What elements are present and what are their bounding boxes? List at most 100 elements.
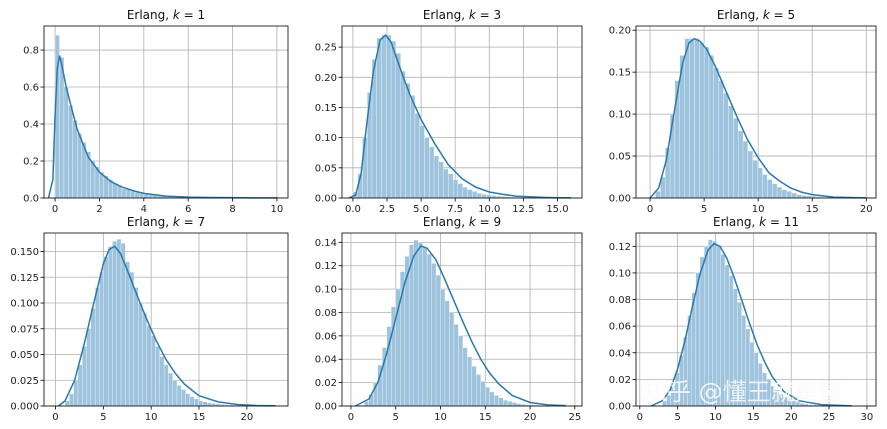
x-tick-label: 10 [752, 204, 765, 215]
histogram-bar [181, 389, 186, 407]
histogram-bar [791, 192, 797, 199]
histogram-bar [462, 347, 468, 407]
x-tick-label: 20 [860, 204, 873, 215]
histogram-bar [674, 80, 680, 199]
histogram-bar [417, 242, 423, 407]
histogram-bar [481, 194, 487, 199]
y-tick-label: 0.10 [315, 285, 337, 296]
histogram-bar [159, 356, 165, 407]
kde-curve [348, 33, 572, 199]
title-value: = 9 [476, 215, 501, 229]
histogram-bar [684, 38, 690, 199]
histogram-bar [728, 105, 734, 199]
histogram-bar [511, 402, 517, 407]
histogram-bar [426, 253, 432, 407]
x-tick-label: 0 [52, 204, 58, 215]
histogram-bar [453, 324, 459, 407]
title-variable: k [469, 8, 477, 22]
histogram-bar [95, 287, 100, 407]
title-prefix: Erlang, [127, 215, 173, 229]
histogram-bar [440, 288, 446, 407]
histogram-bar [86, 328, 92, 407]
histogram-bar [449, 312, 455, 407]
y-tick-label: 0.10 [609, 268, 631, 279]
histogram-bar [176, 385, 182, 407]
histogram-bar [189, 396, 195, 407]
histogram-bar [718, 80, 724, 199]
title-prefix: Erlang, [423, 8, 469, 22]
histogram-bar [99, 271, 104, 407]
histogram-bar [395, 53, 401, 199]
histogram-bar [125, 261, 130, 407]
histogram-bar [467, 189, 473, 199]
histogram-bar [723, 92, 729, 199]
kde-curve [47, 55, 277, 199]
histogram-bar [498, 397, 504, 407]
kde-curve [650, 242, 852, 407]
histogram-bar [786, 191, 792, 199]
subplot-title: Erlang, k = 3 [423, 8, 501, 22]
histogram-bar [694, 38, 700, 199]
histogram-bar [486, 194, 492, 199]
x-tick-label: 2 [96, 204, 102, 215]
watermark-text: 知乎 @懂王就是懂 [643, 378, 843, 406]
y-tick-label: 0.150 [10, 247, 39, 258]
x-tick-label: 30 [861, 412, 874, 423]
x-tick-label: 20 [524, 412, 537, 423]
x-tick-label: 5 [674, 412, 680, 423]
y-tick-label: 0.00 [609, 194, 631, 205]
histogram-bar [485, 387, 490, 407]
title-prefix: Erlang, [713, 215, 759, 229]
subplot-title: Erlang, k = 11 [713, 215, 799, 229]
x-tick-label: 8 [229, 204, 235, 215]
x-tick-label: 7.5 [447, 204, 463, 215]
y-tick-label: 0.04 [315, 355, 337, 366]
title-prefix: Erlang, [423, 215, 469, 229]
y-tick-label: 0.00 [315, 194, 337, 205]
histogram-bar [489, 391, 495, 407]
histogram-bar [390, 40, 397, 199]
histogram-bar [458, 335, 464, 407]
title-prefix: Erlang, [717, 8, 763, 22]
kde-curve [57, 245, 276, 407]
y-tick-label: 0.12 [315, 261, 337, 272]
histogram-bar [77, 364, 83, 407]
x-tick-label: 10 [271, 204, 284, 215]
histogram-bar [438, 161, 444, 199]
histogram-bar [103, 256, 109, 407]
y-tick-label: 0.08 [609, 295, 631, 306]
histogram-bar [107, 246, 113, 407]
kde-curve [355, 244, 566, 407]
subplot-k11: 0 5 10 15 20 25 30 0.00 0.02 0.04 0.06 0.08 0.10 0.12… [609, 215, 877, 423]
histogram-bar [699, 42, 705, 199]
histogram-bar [364, 401, 370, 407]
histogram-bar [776, 186, 783, 199]
axes-frame [43, 25, 289, 199]
histogram-bar [443, 168, 449, 199]
histogram-bar [742, 140, 749, 199]
histogram-bar [72, 120, 78, 199]
x-tick-label: 5 [100, 412, 106, 423]
histogram-bar [747, 150, 753, 199]
axes-frame [341, 25, 583, 199]
title-variable: k [759, 215, 767, 229]
histogram-bar [59, 57, 65, 199]
title-variable: k [173, 215, 181, 229]
histogram-bar [386, 34, 392, 199]
x-tick-label: 12.5 [512, 204, 534, 215]
histogram-bar [480, 381, 486, 407]
histogram-bar [112, 183, 118, 199]
title-value: = 3 [476, 8, 501, 22]
histogram-bar [148, 194, 153, 199]
y-tick-label: 0.100 [10, 299, 39, 310]
histogram-bar [151, 335, 156, 407]
histogram-bar [138, 302, 143, 407]
y-tick-label: 0.08 [315, 308, 337, 319]
x-tick-label: 0 [647, 204, 653, 215]
histogram-bar [431, 263, 437, 407]
histogram-bar [63, 86, 69, 199]
histogram-bar [413, 239, 419, 407]
title-value: = 5 [770, 8, 795, 22]
subplot-title: Erlang, k = 9 [423, 215, 501, 229]
